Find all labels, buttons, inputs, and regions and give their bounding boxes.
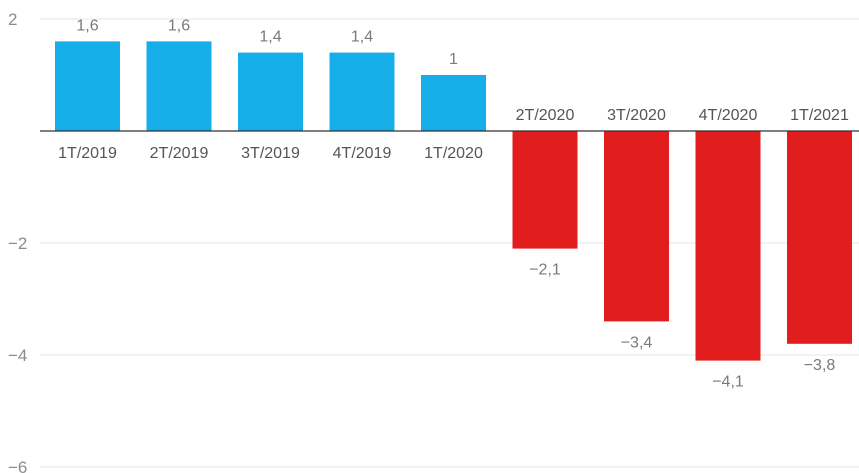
bar-1t-2021 xyxy=(787,131,852,344)
y-tick-label: −6 xyxy=(8,458,27,473)
bar-1t-2019 xyxy=(55,41,120,131)
value-label: 1,6 xyxy=(76,17,98,34)
value-label: −3,4 xyxy=(621,334,653,351)
category-label: 2T/2020 xyxy=(516,107,575,124)
category-label: 3T/2020 xyxy=(607,107,666,124)
value-label: −2,1 xyxy=(529,262,561,279)
bar-1t-2020 xyxy=(421,75,486,131)
value-label: 1,4 xyxy=(351,29,373,46)
bar-4t-2020 xyxy=(695,131,761,361)
category-label: 1T/2019 xyxy=(58,145,117,162)
value-label: 1,4 xyxy=(259,29,281,46)
category-label: 4T/2019 xyxy=(333,145,392,162)
category-label: 4T/2020 xyxy=(699,107,758,124)
bars xyxy=(55,41,852,361)
category-label: 1T/2020 xyxy=(424,145,483,162)
category-label: 3T/2019 xyxy=(241,145,300,162)
value-label: −3,8 xyxy=(804,357,836,374)
bar-3t-2019 xyxy=(238,52,303,131)
bar-labels: 1,6 1T/2019 1,6 2T/2019 1,4 3T/2019 1,4 4T/2019… xyxy=(58,17,849,390)
bar-2t-2020 xyxy=(512,131,578,249)
category-label: 1T/2021 xyxy=(790,107,849,124)
y-tick-label: 2 xyxy=(8,10,17,29)
bar-2t-2019 xyxy=(146,41,212,131)
value-label: 1,6 xyxy=(168,17,190,34)
bar-4t-2019 xyxy=(329,52,395,131)
y-axis-ticks: 2 −2 −4 −6 xyxy=(8,10,27,473)
value-label: 1 xyxy=(449,51,458,68)
value-label: −4,1 xyxy=(712,374,744,391)
category-label: 2T/2019 xyxy=(150,145,209,162)
bar-3t-2020 xyxy=(604,131,669,322)
y-tick-label: −2 xyxy=(8,234,27,253)
y-tick-label: −4 xyxy=(8,346,27,365)
